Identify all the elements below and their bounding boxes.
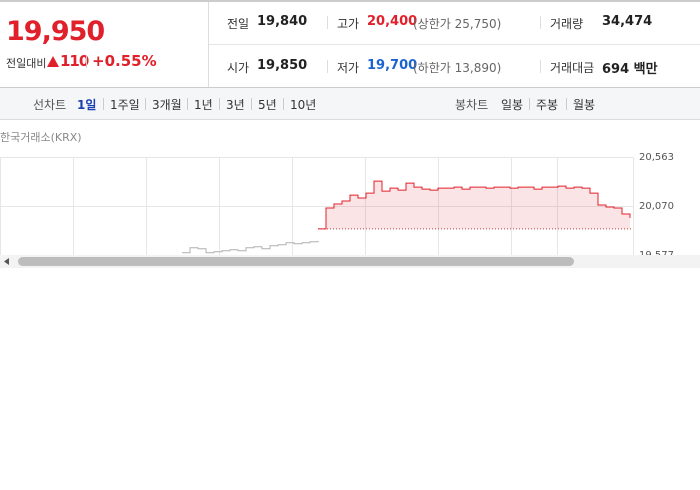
divider — [208, 2, 209, 87]
period-button[interactable]: 5년 — [258, 98, 277, 112]
line-chart-label: 선차트 — [33, 98, 67, 112]
y-tick-label: 20,563 — [639, 152, 674, 163]
summary-value: 19,700 — [367, 58, 418, 73]
toolbar — [0, 88, 700, 120]
line — [318, 180, 631, 230]
divider — [529, 98, 530, 110]
change-rate: +0.55% — [92, 52, 157, 70]
line — [182, 240, 319, 254]
summary-note: (상한가 25,750) — [413, 17, 502, 31]
summary-label: 시가 — [227, 61, 250, 75]
period-button[interactable]: 3년 — [226, 98, 245, 112]
candle-chart-label: 봉차트 — [455, 98, 489, 112]
divider — [283, 98, 284, 110]
divider — [327, 60, 328, 73]
candle-button[interactable]: 월봉 — [573, 98, 596, 112]
scroll-left[interactable] — [3, 257, 11, 266]
summary-label: 고가 — [337, 17, 360, 31]
chart-source: 한국거래소(KRX) — [0, 131, 82, 144]
divider — [187, 98, 188, 110]
period-button[interactable]: 1년 — [194, 98, 213, 112]
divider — [145, 98, 146, 110]
summary-value: 34,474 — [602, 14, 653, 29]
change: 110 — [60, 52, 89, 70]
summary-label: 저가 — [337, 61, 360, 75]
y-tick-label: 19,577 — [639, 250, 674, 258]
candle-button[interactable]: 일봉 — [501, 98, 524, 112]
divider — [566, 98, 567, 110]
divider — [540, 60, 541, 73]
change-label: 전일대비 — [6, 57, 47, 70]
up-arrow — [47, 56, 59, 67]
summary-label: 거래량 — [550, 17, 584, 31]
quote-panel — [0, 0, 700, 88]
y-tick-label: 20,070 — [639, 201, 674, 212]
period-button[interactable]: 1주일 — [110, 98, 140, 112]
scrollbar-thumb[interactable] — [18, 257, 574, 266]
summary-note: (하한가 13,890) — [413, 61, 502, 75]
summary-value: 19,840 — [257, 14, 308, 29]
candle-button[interactable]: 주봉 — [536, 98, 559, 112]
chart: 20,563 20,070 19,577 — [0, 152, 674, 258]
divider — [327, 16, 328, 29]
summary-value: 20,400 — [367, 14, 418, 29]
summary-value: 694 백만 — [602, 62, 658, 77]
divider — [251, 98, 252, 110]
divider — [209, 44, 700, 45]
summary-value: 19,850 — [257, 58, 308, 73]
price: 19,950 — [6, 16, 105, 47]
period-button[interactable]: 10년 — [290, 98, 317, 112]
summary-label: 전일 — [227, 17, 250, 31]
divider — [540, 16, 541, 29]
period-button[interactable]: 1일 — [77, 98, 97, 112]
divider — [219, 98, 220, 110]
divider — [86, 55, 87, 68]
period-button[interactable]: 3개월 — [152, 98, 182, 112]
divider — [103, 98, 104, 110]
summary-label: 거래대금 — [550, 61, 595, 75]
area — [318, 181, 630, 229]
